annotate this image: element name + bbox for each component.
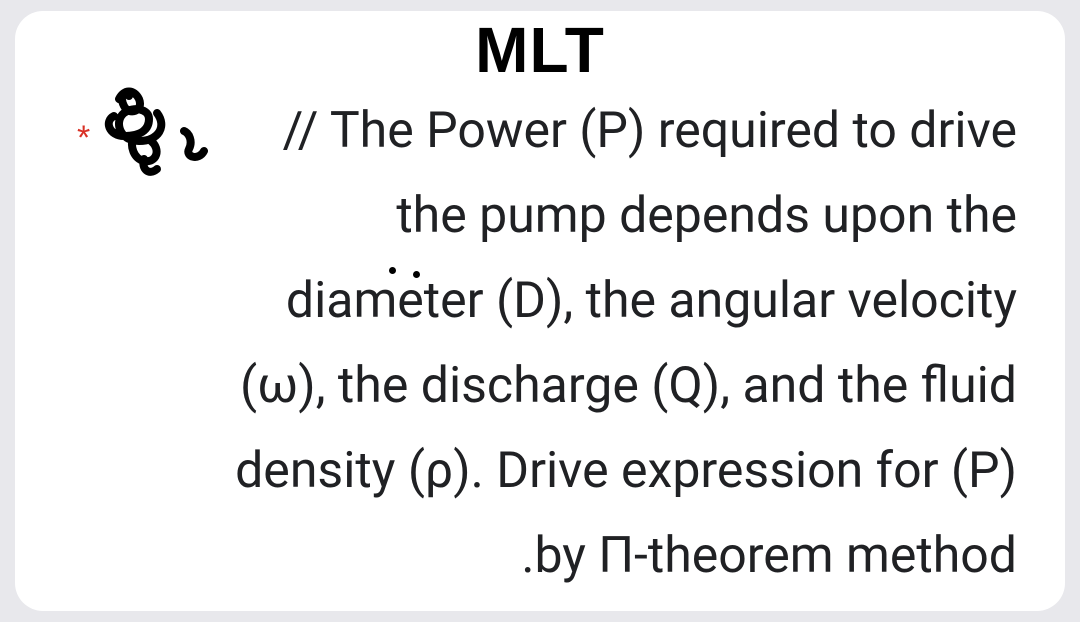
annotation-dot-icon	[389, 267, 396, 274]
question-line-3: diameter (D), the angular velocity	[63, 259, 1017, 344]
question-line-6: .by Π-theorem method	[63, 514, 1017, 599]
line3-text: diameter (D), the angular velocity	[286, 272, 1017, 330]
question-line-5: density (ρ). Drive expression for (P)	[63, 429, 1017, 514]
annotation-dot-icon	[413, 271, 420, 278]
question-card: MLT * // The Power (P) required to drive…	[15, 11, 1065, 611]
header-title: MLT	[475, 13, 605, 87]
question-line-4: (ω), the discharge (Q), and the fluid	[63, 344, 1017, 429]
scribble-annotation	[89, 81, 209, 181]
required-asterisk: *	[77, 119, 90, 158]
question-line-2: the pump depends upon the	[63, 174, 1017, 259]
